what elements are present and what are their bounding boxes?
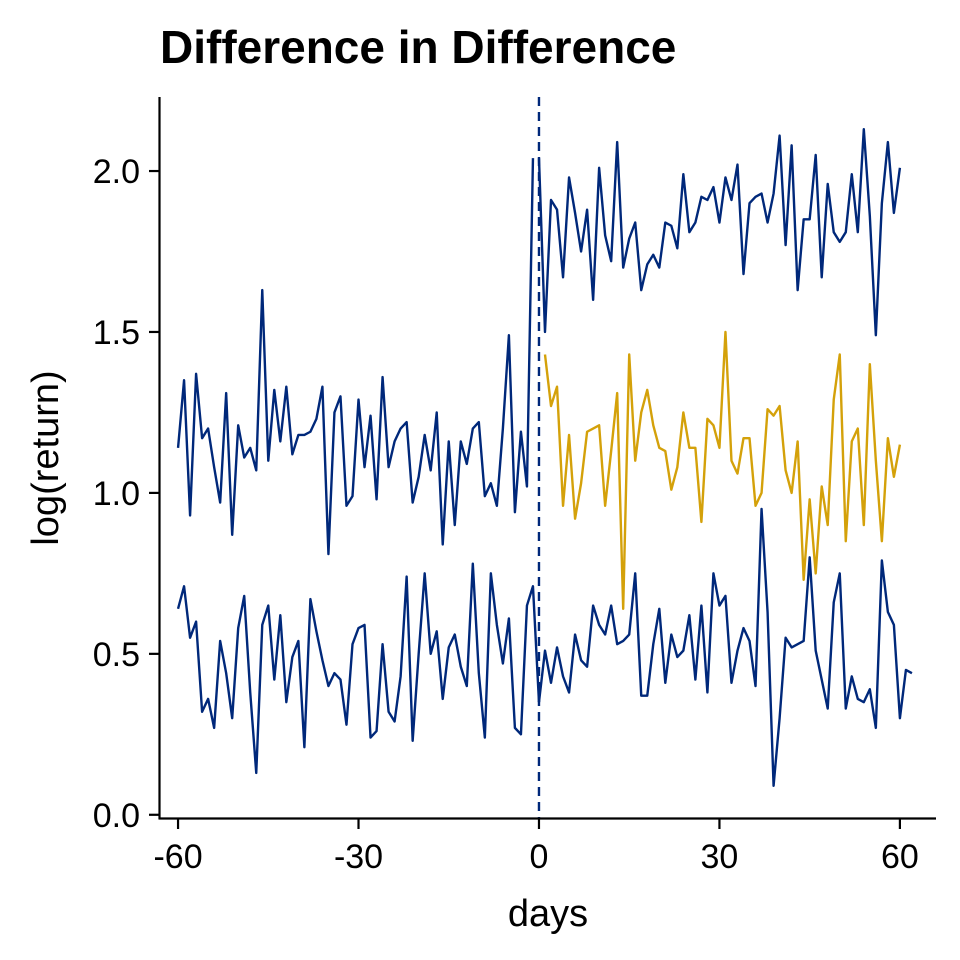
series-line-5 xyxy=(537,507,913,788)
y-tick-label: 0.0 xyxy=(93,797,140,835)
x-tick-label: 30 xyxy=(701,838,739,876)
x-axis-title: days xyxy=(508,893,588,935)
y-axis-title: log(return) xyxy=(25,370,67,545)
x-tick-label: -60 xyxy=(153,838,202,876)
series-line-2 xyxy=(537,127,902,337)
chart-title: Difference in Difference xyxy=(160,21,676,73)
series-line-3 xyxy=(543,330,902,610)
y-tick-label: 2.0 xyxy=(93,153,140,191)
y-tick-label: 0.5 xyxy=(93,636,140,674)
x-axis-ticks: -60 -30 0 30 60 xyxy=(153,819,919,876)
x-tick-label: -30 xyxy=(334,838,383,876)
x-tick-label: 60 xyxy=(881,838,919,876)
y-tick-label: 1.0 xyxy=(93,475,140,513)
plot-series xyxy=(176,127,913,788)
series-line-4 xyxy=(176,562,541,775)
y-tick-label: 1.5 xyxy=(93,314,140,352)
series-line-1 xyxy=(176,158,535,556)
y-axis-ticks: 0.0 0.5 1.0 1.5 2.0 xyxy=(93,153,159,835)
x-tick-label: 0 xyxy=(530,838,549,876)
